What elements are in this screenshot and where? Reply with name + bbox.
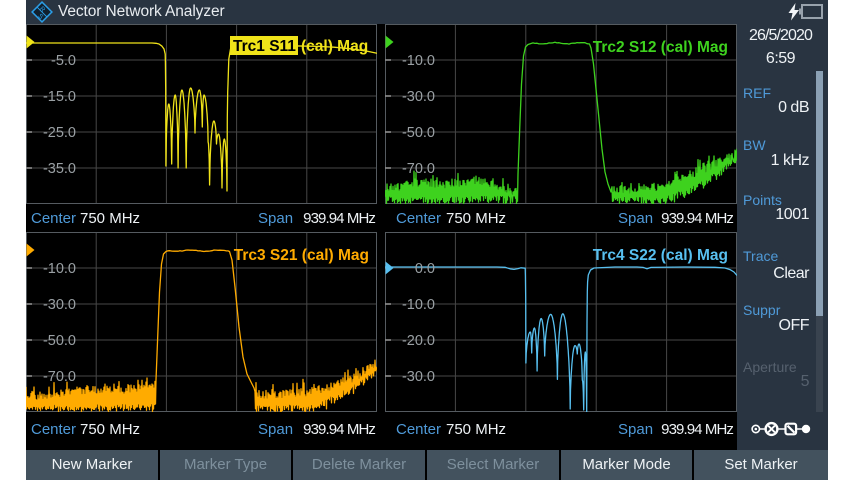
svg-text:-25.0: -25.0 (43, 125, 76, 141)
svg-text:-50.0: -50.0 (43, 333, 76, 349)
svg-text:-30.0: -30.0 (43, 297, 76, 313)
svg-text:(cal) Mag: (cal) Mag (301, 38, 368, 55)
svg-text:-5.0: -5.0 (51, 53, 76, 69)
svg-text:Trc1 S11: Trc1 S11 (233, 38, 296, 55)
svg-text:-30.0: -30.0 (402, 369, 435, 385)
svg-text:Trc2 S12 (cal) Mag: Trc2 S12 (cal) Mag (593, 39, 728, 56)
svg-text:-10.0: -10.0 (43, 261, 76, 277)
svg-text:-15.0: -15.0 (43, 89, 76, 105)
svg-text:Trc3 S21 (cal) Mag: Trc3 S21 (cal) Mag (234, 247, 369, 264)
svg-text:-70.0: -70.0 (402, 161, 435, 177)
svg-text:-70.0: -70.0 (43, 369, 76, 385)
svg-text:S: S (36, 13, 44, 21)
svg-text:0.0: 0.0 (415, 261, 435, 277)
svg-text:-10.0: -10.0 (402, 53, 435, 69)
svg-text:R: R (38, 5, 46, 13)
svg-text:-50.0: -50.0 (402, 125, 435, 141)
svg-text:-35.0: -35.0 (43, 161, 76, 177)
svg-text:-30.0: -30.0 (402, 89, 435, 105)
svg-text:-10.0: -10.0 (402, 297, 435, 313)
svg-text:-20.0: -20.0 (402, 333, 435, 349)
svg-text:Trc4 S22 (cal) Mag: Trc4 S22 (cal) Mag (593, 247, 728, 264)
